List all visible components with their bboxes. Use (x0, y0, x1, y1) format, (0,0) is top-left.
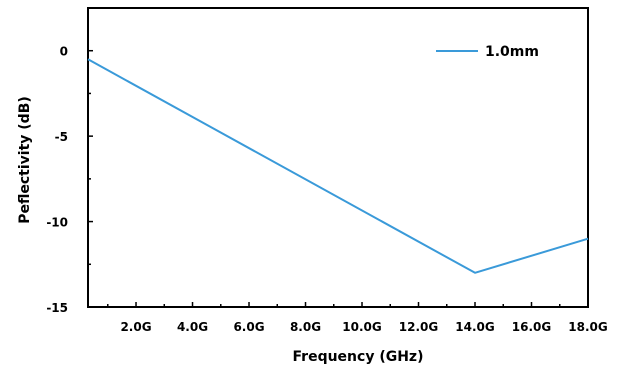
x-tick-label: 4.0G (177, 320, 208, 334)
y-axis-title: Peflectivity (dB) (17, 96, 33, 224)
x-axis-ticks: 2.0G 4.0G 6.0G 8.0G 10.0G 12.0G 14.0G 16.0G 18.0… (107, 302, 608, 334)
x-tick-label: 6.0G (233, 320, 264, 334)
x-tick-label: 18.0G (568, 320, 607, 334)
x-tick-label: 14.0G (455, 320, 494, 334)
y-axis-ticks: 0 -5 -10 -15 (46, 45, 93, 315)
x-tick-label: 8.0G (290, 320, 321, 334)
plot-area-frame (87, 7, 589, 308)
y-tick-label: -5 (55, 130, 68, 144)
legend-label: 1.0mm (485, 44, 539, 60)
y-tick-label: -10 (46, 216, 68, 230)
x-tick-label: 16.0G (512, 320, 551, 334)
legend: 1.0mm (436, 44, 539, 60)
x-tick-label: 12.0G (399, 320, 438, 334)
series-layer (87, 58, 589, 274)
x-tick-label: 10.0G (342, 320, 381, 334)
y-tick-label: 0 (60, 45, 68, 59)
x-tick-label: 2.0G (120, 320, 151, 334)
series-line (87, 58, 589, 274)
x-axis-title: Frequency (GHz) (293, 349, 424, 365)
y-tick-label: -15 (46, 301, 68, 315)
